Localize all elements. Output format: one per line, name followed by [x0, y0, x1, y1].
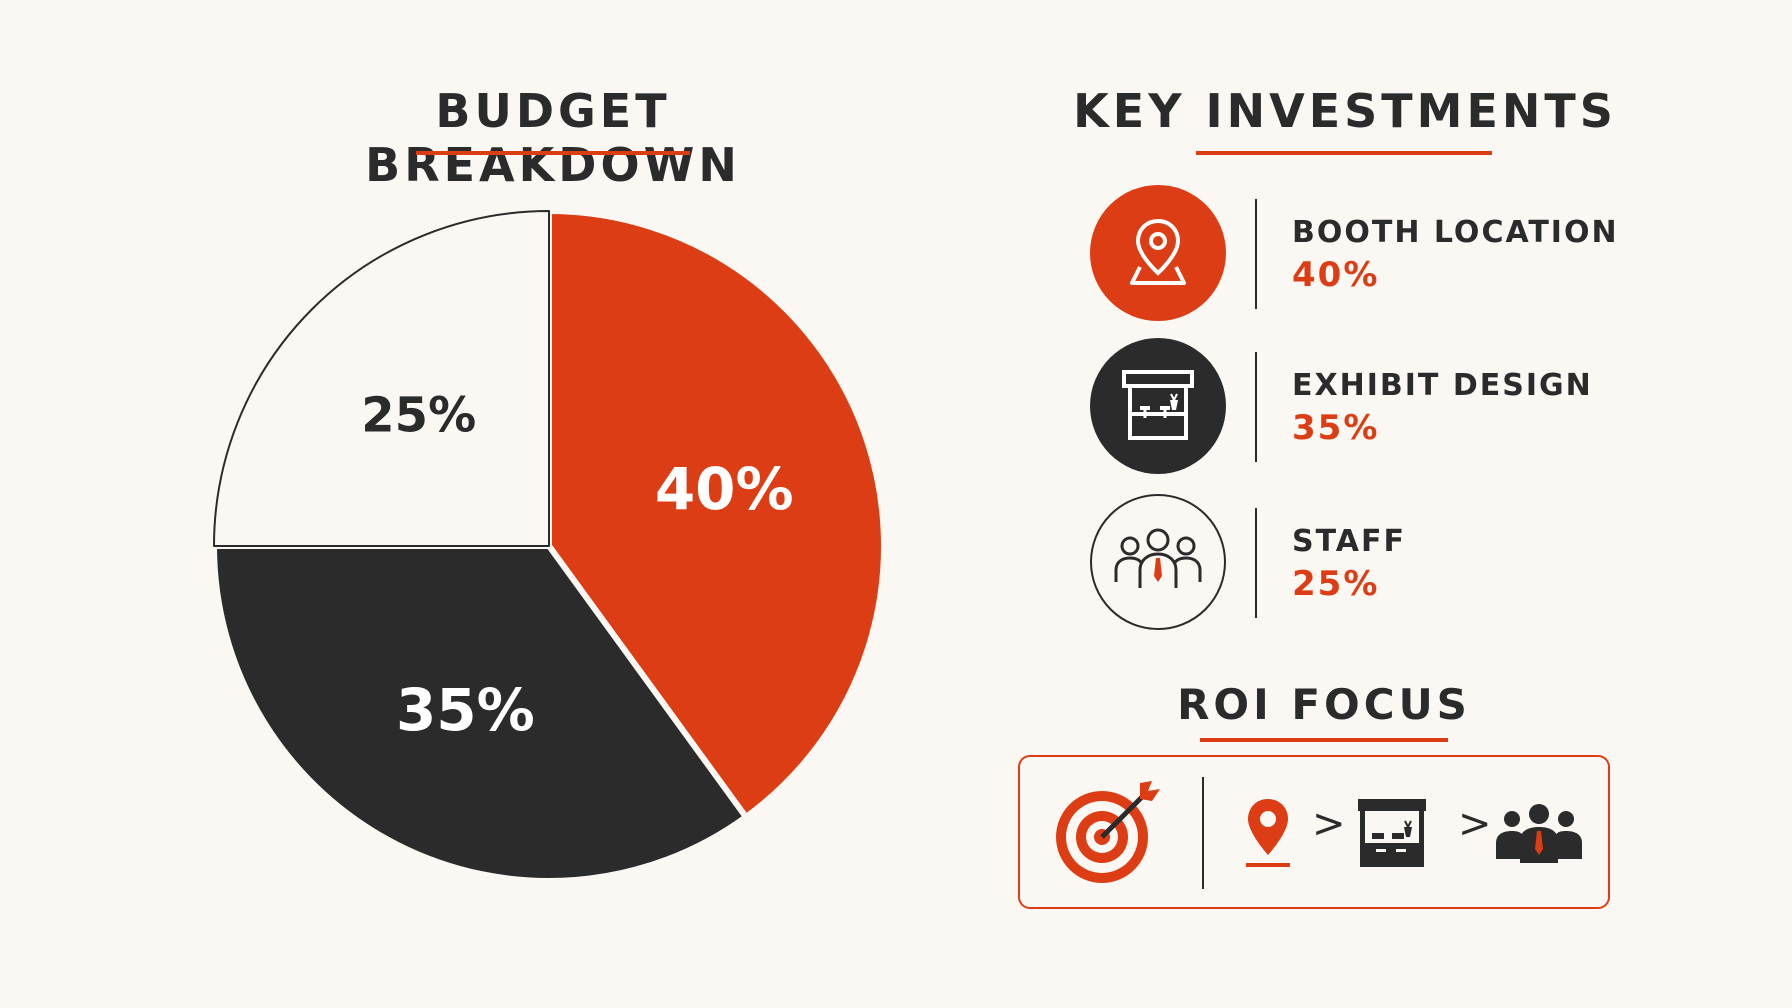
budget-title-underline: [416, 151, 690, 155]
investment-divider: [1255, 508, 1257, 618]
investment-divider: [1255, 352, 1257, 462]
target-icon: [1048, 777, 1168, 893]
map-pin-icon: [1238, 795, 1298, 879]
roi-title: ROI FOCUS: [1177, 680, 1471, 729]
investment-item-booth-location: BOOTH LOCATION 40%: [1090, 185, 1690, 325]
investments-title-underline: [1196, 151, 1492, 155]
investment-item-exhibit-design: EXHIBIT DESIGN 35%: [1090, 338, 1690, 478]
investment-label: EXHIBIT DESIGN: [1292, 368, 1593, 403]
booth-icon: [1354, 795, 1430, 879]
pie-slice-2: [213, 210, 550, 547]
pie-slice-label-2: 25%: [361, 388, 476, 444]
pie-slice-1: [211, 543, 749, 884]
map-pin-icon: [1090, 185, 1226, 321]
investment-value: 40%: [1292, 255, 1380, 295]
investment-label: BOOTH LOCATION: [1292, 215, 1619, 250]
pie-slice-0: [546, 208, 887, 821]
investment-divider: [1255, 199, 1257, 309]
roi-title-underline: [1200, 738, 1448, 742]
staff-group-icon: [1090, 494, 1226, 630]
pie-slice-label-1: 35%: [396, 676, 535, 744]
budget-title: BUDGET BREAKDOWN: [365, 84, 741, 192]
investment-item-staff: STAFF 25%: [1090, 494, 1690, 634]
investment-label: STAFF: [1292, 524, 1406, 559]
pie-slice-label-0: 40%: [655, 455, 794, 523]
roi-focus-box: > >: [1018, 755, 1610, 909]
roi-separator: >: [1312, 801, 1346, 847]
staff-group-icon: [1494, 803, 1584, 871]
roi-separator: >: [1458, 801, 1492, 847]
investment-value: 25%: [1292, 564, 1380, 604]
investments-title: KEY INVESTMENTS: [1073, 84, 1617, 138]
investment-value: 35%: [1292, 408, 1380, 448]
roi-divider: [1202, 777, 1204, 889]
booth-icon: [1090, 338, 1226, 474]
